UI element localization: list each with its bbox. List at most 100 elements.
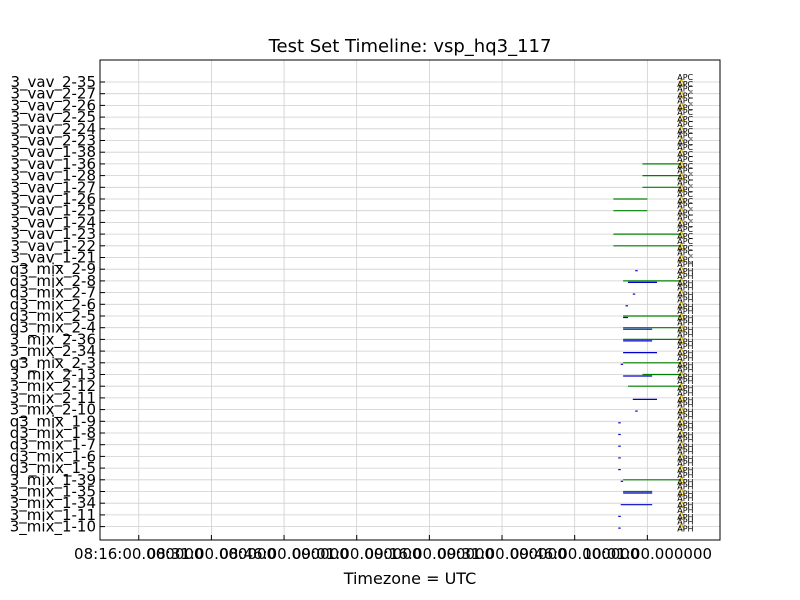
y-tick-label: 3_vav_1-28 bbox=[10, 167, 96, 186]
y-tick-label: q3_mix_1-5 bbox=[10, 459, 96, 478]
y-tick-label: 3_vav_2-26 bbox=[10, 96, 96, 115]
marker-label: APH bbox=[677, 284, 693, 293]
marker-label: APC bbox=[677, 185, 693, 194]
y-tick-label: 3_mix_2-11 bbox=[10, 389, 96, 408]
marker-triangle bbox=[677, 393, 686, 402]
marker-label: APC bbox=[677, 225, 693, 234]
marker-label: APH bbox=[677, 408, 693, 417]
marker-label: APH bbox=[677, 490, 693, 499]
marker-label: APC bbox=[677, 190, 693, 199]
marker-triangle bbox=[677, 370, 686, 378]
grid-lines bbox=[100, 60, 720, 540]
marker-triangle bbox=[677, 346, 686, 355]
marker-label: APH bbox=[677, 377, 693, 386]
y-tick-label: q3_mix_1-8 bbox=[10, 424, 96, 443]
marker-label: APC bbox=[677, 167, 693, 176]
marker-label: APC bbox=[677, 150, 693, 159]
y-tick-label: 3_mix_1-10 bbox=[10, 518, 96, 537]
x-tick-label: 09:16:00.000000 bbox=[365, 545, 494, 563]
marker-triangle bbox=[677, 311, 686, 320]
marker-label: APH bbox=[677, 506, 693, 515]
marker-triangle bbox=[677, 335, 686, 343]
marker-label: APH bbox=[677, 366, 693, 375]
marker-triangle bbox=[677, 428, 686, 437]
y-tick-label: 3_vav_2-27 bbox=[10, 85, 96, 104]
marker-label: APH bbox=[677, 373, 693, 382]
marker-triangle bbox=[677, 253, 686, 261]
y-tick-label: q3_mix_1-7 bbox=[10, 436, 96, 455]
marker-label: APH bbox=[677, 342, 693, 351]
x-tick-label: 08:16:00.000000 bbox=[74, 545, 203, 563]
marker-triangle bbox=[677, 452, 686, 460]
y-tick-label: 3_vav_2-25 bbox=[10, 108, 96, 127]
marker-label: APC bbox=[677, 237, 693, 246]
marker-label: APC bbox=[677, 132, 693, 141]
marker-triangle bbox=[677, 241, 686, 250]
marker-label: APH bbox=[677, 494, 693, 503]
marker-label: APC bbox=[677, 244, 693, 253]
marker-label: APH bbox=[677, 314, 693, 323]
marker-label: APH bbox=[677, 424, 693, 433]
marker-label: APH bbox=[677, 349, 693, 358]
marker-triangle bbox=[677, 229, 686, 238]
marker-triangle bbox=[677, 171, 686, 180]
marker-label: APH bbox=[677, 447, 693, 456]
y-tick-label: 3_vav_1-23 bbox=[10, 225, 96, 244]
marker-triangle bbox=[677, 112, 686, 121]
x-tick-label: 08:46:00.000000 bbox=[219, 545, 348, 563]
marker-label: APH bbox=[677, 454, 693, 463]
marker-label: APH bbox=[677, 319, 693, 328]
marker-label: APC bbox=[677, 96, 693, 105]
y-tick-label: q3_mix_2-3 bbox=[10, 354, 96, 373]
marker-label: APH bbox=[677, 483, 693, 492]
marker-triangle bbox=[677, 183, 686, 191]
marker-triangle bbox=[677, 463, 686, 472]
marker-label: APH bbox=[677, 361, 693, 370]
y-tick-label: 3_vav_1-24 bbox=[10, 213, 96, 232]
marker-triangle bbox=[677, 77, 686, 86]
marker-label: APC bbox=[677, 232, 693, 241]
marker-label: APH bbox=[677, 471, 693, 480]
marker-label: APC bbox=[677, 155, 693, 164]
marker-label: APH bbox=[677, 307, 693, 316]
marker-label: APH bbox=[677, 337, 693, 346]
y-tick-label: 3_mix_1-39 bbox=[10, 471, 96, 490]
marker-label: APC bbox=[677, 115, 693, 124]
marker-triangle bbox=[677, 510, 686, 519]
x-tick-label: 08:31:00.000000 bbox=[147, 545, 276, 563]
marker-label: APH bbox=[677, 436, 693, 445]
x-tick-label: 09:31:00.000000 bbox=[437, 545, 566, 563]
marker-label: APH bbox=[677, 525, 693, 534]
marker-triangle bbox=[677, 499, 686, 507]
y-tick-label: 3_mix_2-13 bbox=[10, 366, 96, 385]
marker-triangle bbox=[677, 417, 686, 425]
y-tick-label: q3_mix_1-9 bbox=[10, 412, 96, 431]
y-tick-label: 3_vav_1-25 bbox=[10, 202, 96, 221]
marker-label: APH bbox=[677, 260, 693, 269]
marker-triangle bbox=[677, 206, 686, 215]
marker-label: APC bbox=[677, 249, 693, 258]
marker-label: APH bbox=[677, 401, 693, 410]
marker-label: APC bbox=[677, 162, 693, 171]
marker-label: APH bbox=[677, 267, 693, 276]
marker-label: APH bbox=[677, 431, 693, 440]
y-tick-label: 3_vav_1-38 bbox=[10, 143, 96, 162]
y-tick-label: 3_vav_1-22 bbox=[10, 237, 96, 256]
marker-label: APH bbox=[677, 443, 693, 452]
marker-label: APH bbox=[677, 478, 693, 487]
marker-triangle bbox=[677, 194, 686, 203]
x-tick-label: 09:01:00.000000 bbox=[292, 545, 421, 563]
marker-label: APC bbox=[677, 73, 693, 82]
marker-label: APH bbox=[677, 412, 693, 421]
y-tick-label: 3_vav_1-27 bbox=[10, 178, 96, 197]
marker-layer: APCAPCAPCAPCAPCAPCAPCAPCAPCAPCAPCAPCAPCA… bbox=[677, 73, 693, 534]
chart-title: Test Set Timeline: vsp_hq3_117 bbox=[268, 36, 552, 57]
y-tick-label: 3_vav_1-36 bbox=[10, 155, 96, 174]
x-axis-label: Timezone = UTC bbox=[343, 569, 477, 588]
marker-triangle bbox=[677, 265, 686, 273]
marker-triangle bbox=[677, 382, 686, 390]
marker-label: APH bbox=[677, 291, 693, 300]
marker-label: APH bbox=[677, 279, 693, 288]
marker-label: APH bbox=[677, 295, 693, 304]
marker-label: APH bbox=[677, 518, 693, 527]
